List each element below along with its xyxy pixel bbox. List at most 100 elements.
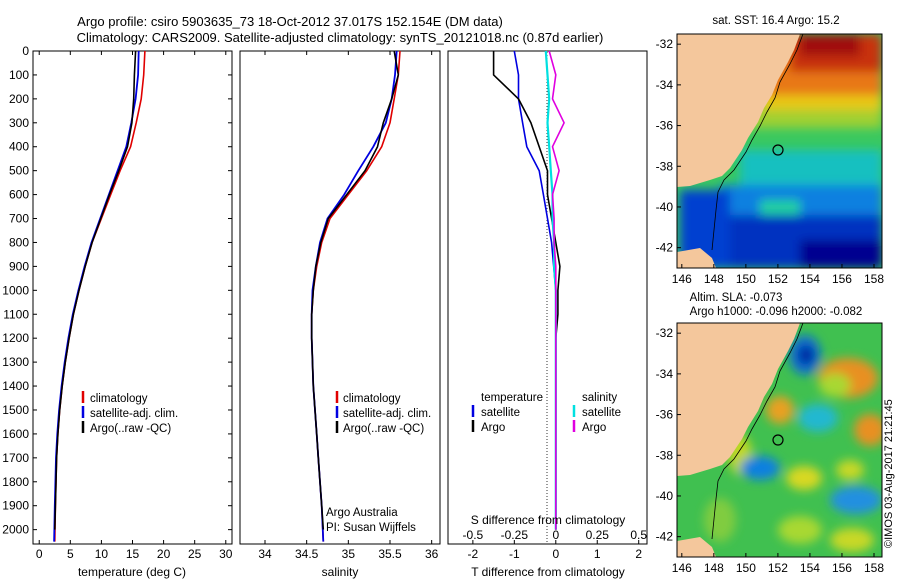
x-tick-label: 36	[425, 547, 439, 561]
legend-satellite-label: satellite-adj. clim.	[343, 408, 431, 420]
sla-map-lat-ticks: -32 -34 -36 -38 -40 -42	[656, 326, 681, 544]
lat-tick-label: -36	[656, 119, 674, 133]
x-tick-label: 10	[95, 547, 109, 561]
pi-text: PI: Susan Wijffels	[326, 522, 416, 534]
difference-panel: -2 -1 0 1 2 -0.5 -0.25 0 0.25 0.5 T difference fr…	[447, 50, 648, 579]
lat-tick-label: -42	[656, 241, 674, 255]
lat-tick-label: -32	[656, 326, 674, 340]
top-x-tick-label: 0	[552, 528, 559, 542]
tasmania-land	[677, 248, 716, 268]
lat-tick-label: -38	[656, 159, 674, 173]
depth-tick-label: 500	[9, 164, 29, 178]
sst-map-field	[677, 34, 882, 268]
x-tick-label: 34	[258, 547, 272, 561]
depth-tick-label: 800	[9, 235, 29, 249]
diff-line-salinity-Argo	[548, 50, 565, 530]
x-tick-label: 25	[188, 547, 202, 561]
shelf-contour	[711, 323, 804, 540]
top-x-tick-label: -0.25	[501, 528, 529, 542]
profile-line-argo-raw-qc-	[54, 50, 137, 530]
argo-location-marker	[772, 434, 784, 446]
depth-tick-label: 400	[9, 140, 29, 154]
legend-satellite-label: satellite-adj. clim.	[90, 408, 178, 420]
lat-tick-label: -42	[656, 530, 674, 544]
legend-temperature-heading: temperature	[481, 392, 543, 404]
sst-map-frame	[676, 33, 883, 269]
sla-map-subtitle: Argo h1000: -0.096 h2000: -0.082	[690, 306, 863, 318]
x-tick-label: 35.5	[378, 547, 402, 561]
legend-salinity-heading: salinity	[582, 392, 617, 404]
lon-tick-label: 148	[704, 272, 724, 286]
lon-tick-label: 148	[704, 561, 724, 575]
x-tick-label: 5	[67, 547, 74, 561]
depth-tick-label: 1800	[2, 475, 29, 489]
salinity-panel: 34 34.5 35 35.5 36 salinity climatology sate…	[239, 50, 441, 579]
lon-tick-label: 146	[672, 561, 692, 575]
temperature-legend: climatology satellite-adj. clim. Argo(..…	[81, 391, 178, 435]
temperature-xlabel: temperature (deg C)	[78, 565, 186, 579]
sst-map: sat. SST: 16.4 Argo: 15.2 -32 -34	[656, 15, 885, 286]
profile-line-argo-raw-qc-	[310, 50, 400, 530]
salinity-xlabel: salinity	[322, 565, 359, 579]
depth-tick-label: 700	[9, 212, 29, 226]
x-tick-label: -2	[468, 547, 479, 561]
top-x-tick-label: 0.25	[586, 528, 610, 542]
depth-tick-label: 600	[9, 188, 29, 202]
lon-tick-label: 154	[800, 272, 820, 286]
salinity-x-ticks: 34 34.5 35 35.5 36	[258, 51, 439, 561]
tasmania-land	[677, 537, 716, 557]
shelf-contour	[711, 34, 804, 251]
sla-map-title: Altim. SLA: -0.073	[690, 292, 783, 304]
x-tick-label: 0	[36, 547, 43, 561]
depth-tick-label: 200	[9, 92, 29, 106]
temperature-profiles	[53, 50, 146, 542]
x-tick-label: 20	[157, 547, 171, 561]
top-x-tick-label: 0.5	[630, 528, 647, 542]
x-tick-label: 35	[342, 547, 356, 561]
difference-legend: temperature satellite Argo salinity sate…	[471, 392, 621, 434]
depth-tick-label: 1500	[2, 403, 29, 417]
depth-tick-label: 2000	[2, 523, 29, 537]
difference-xlabel-bottom: T difference from climatology	[471, 565, 625, 579]
lat-tick-label: -32	[656, 37, 674, 51]
lat-tick-label: -40	[656, 489, 674, 503]
depth-tick-label: 1900	[2, 499, 29, 513]
figure-title-line1: Argo profile: csiro 5903635_73 18-Oct-20…	[77, 14, 503, 29]
depth-tick-label: 1700	[2, 451, 29, 465]
lon-tick-label: 156	[832, 561, 852, 575]
depth-tick-label: 100	[9, 68, 29, 82]
x-tick-label: 34.5	[295, 547, 319, 561]
depth-tick-label: 300	[9, 116, 29, 130]
lat-tick-label: -34	[656, 78, 674, 92]
legend-sal-argo-label: Argo	[582, 422, 606, 434]
sla-map-frame	[676, 322, 883, 558]
temperature-panel: 0100200300400500600700800900100011001200…	[2, 44, 647, 579]
lat-tick-label: -36	[656, 408, 674, 422]
watermark-text: ©IMOS 03-Aug-2017 21:21:45	[883, 399, 895, 548]
lat-tick-label: -40	[656, 200, 674, 214]
australia-land	[677, 34, 800, 187]
legend-climatology-label: climatology	[343, 393, 401, 405]
depth-tick-label: 1400	[2, 379, 29, 393]
sst-map-lat-ticks: -32 -34 -36 -38 -40 -42	[656, 37, 681, 255]
depth-tick-label: 1200	[2, 331, 29, 345]
legend-argo-label: Argo(..raw -QC)	[90, 423, 171, 435]
sla-map-lon-ticks: 146 148 150 152 154 156 158	[672, 553, 884, 575]
x-tick-label: 0	[552, 547, 559, 561]
x-tick-label: 15	[126, 547, 140, 561]
depth-tick-label: 1000	[2, 283, 29, 297]
lon-tick-label: 156	[832, 272, 852, 286]
sst-map-title: sat. SST: 16.4 Argo: 15.2	[712, 15, 839, 27]
lon-tick-label: 154	[800, 561, 820, 575]
lon-tick-label: 158	[864, 272, 884, 286]
legend-climatology-label: climatology	[90, 393, 148, 405]
difference-xlabel-top: S difference from climatology	[471, 513, 626, 527]
x-tick-label: 1	[594, 547, 601, 561]
salinity-legend: climatology satellite-adj. clim. Argo(..…	[335, 391, 431, 435]
x-tick-label: 2	[635, 547, 642, 561]
depth-tick-label: 900	[9, 259, 29, 273]
x-tick-label: -1	[509, 547, 520, 561]
legend-temp-argo-label: Argo	[481, 422, 505, 434]
legend-temp-satellite-label: satellite	[481, 407, 520, 419]
